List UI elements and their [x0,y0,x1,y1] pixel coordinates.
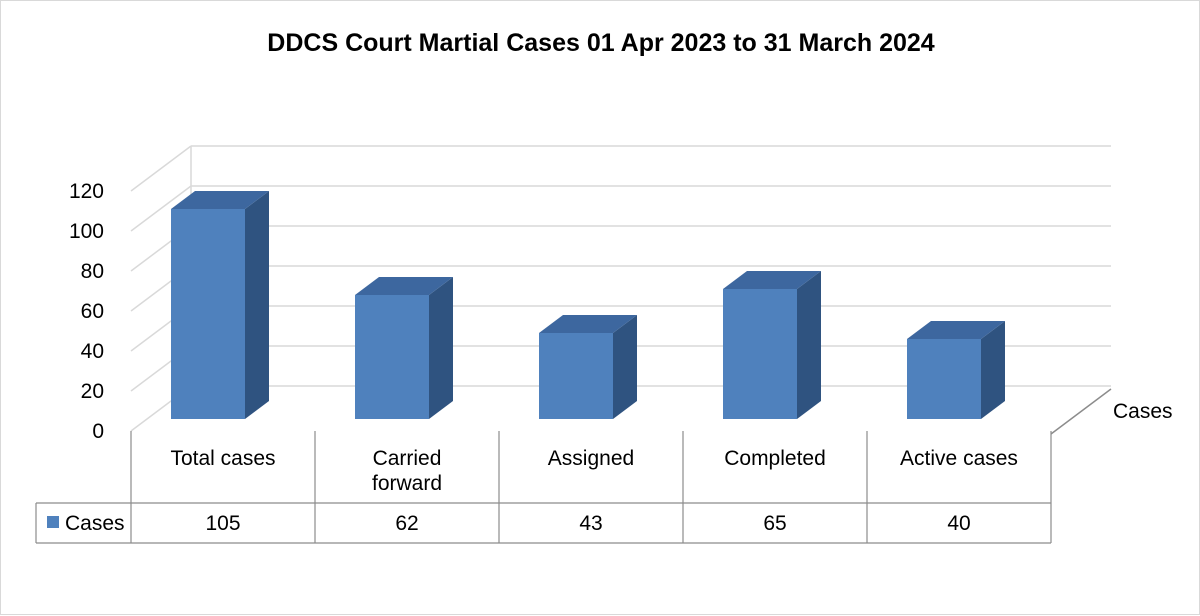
y-tick-label: 120 [69,180,104,203]
bar-total-cases [171,191,269,419]
bar-side [981,321,1005,419]
category-label: forward [372,472,442,495]
bar-front [907,339,981,419]
category-label: Active cases [900,447,1018,470]
bar-side [613,315,637,419]
data-table-value: 40 [947,512,970,535]
data-table-value: 105 [205,512,240,535]
chart-title: DDCS Court Martial Cases 01 Apr 2023 to … [267,29,934,57]
bar-side [245,191,269,419]
bar-top [539,315,637,333]
category-label: Completed [724,447,826,470]
category-label: Total cases [170,447,275,470]
bar-side [797,271,821,419]
legend-series-name: Cases [65,512,125,535]
bar-top [355,277,453,295]
category-label: Carried [373,447,442,470]
bar-active-cases [907,321,1005,419]
bar-top [171,191,269,209]
bar-carried-forward [355,277,453,419]
data-table-value: 65 [763,512,786,535]
y-tick-label: 100 [69,220,104,243]
y-tick-label: 20 [81,380,104,403]
gridlines [130,145,1112,435]
y-tick-label: 0 [92,420,104,443]
bar-front [171,209,245,419]
category-label: Assigned [548,447,634,470]
y-tick-label: 60 [81,300,104,323]
bar-front [723,289,797,419]
data-table-value: 62 [395,512,418,535]
bar-completed [723,271,821,419]
y-axis-ticks: 0 20 40 60 80 100 120 [69,180,104,443]
y-tick-label: 40 [81,340,104,363]
bar-side [429,277,453,419]
bar-top [723,271,821,289]
data-table-value: 43 [579,512,602,535]
bar-front [539,333,613,419]
legend-swatch [47,516,59,528]
bar-assigned [539,315,637,419]
bars [171,191,1005,419]
bar-front [355,295,429,419]
depth-axis-label: Cases [1113,400,1173,423]
y-tick-label: 80 [81,260,104,283]
bar-top [907,321,1005,339]
depth-axis-line [1050,388,1112,435]
gridline-diagonal [130,185,192,232]
gridline-diagonal [130,145,192,192]
